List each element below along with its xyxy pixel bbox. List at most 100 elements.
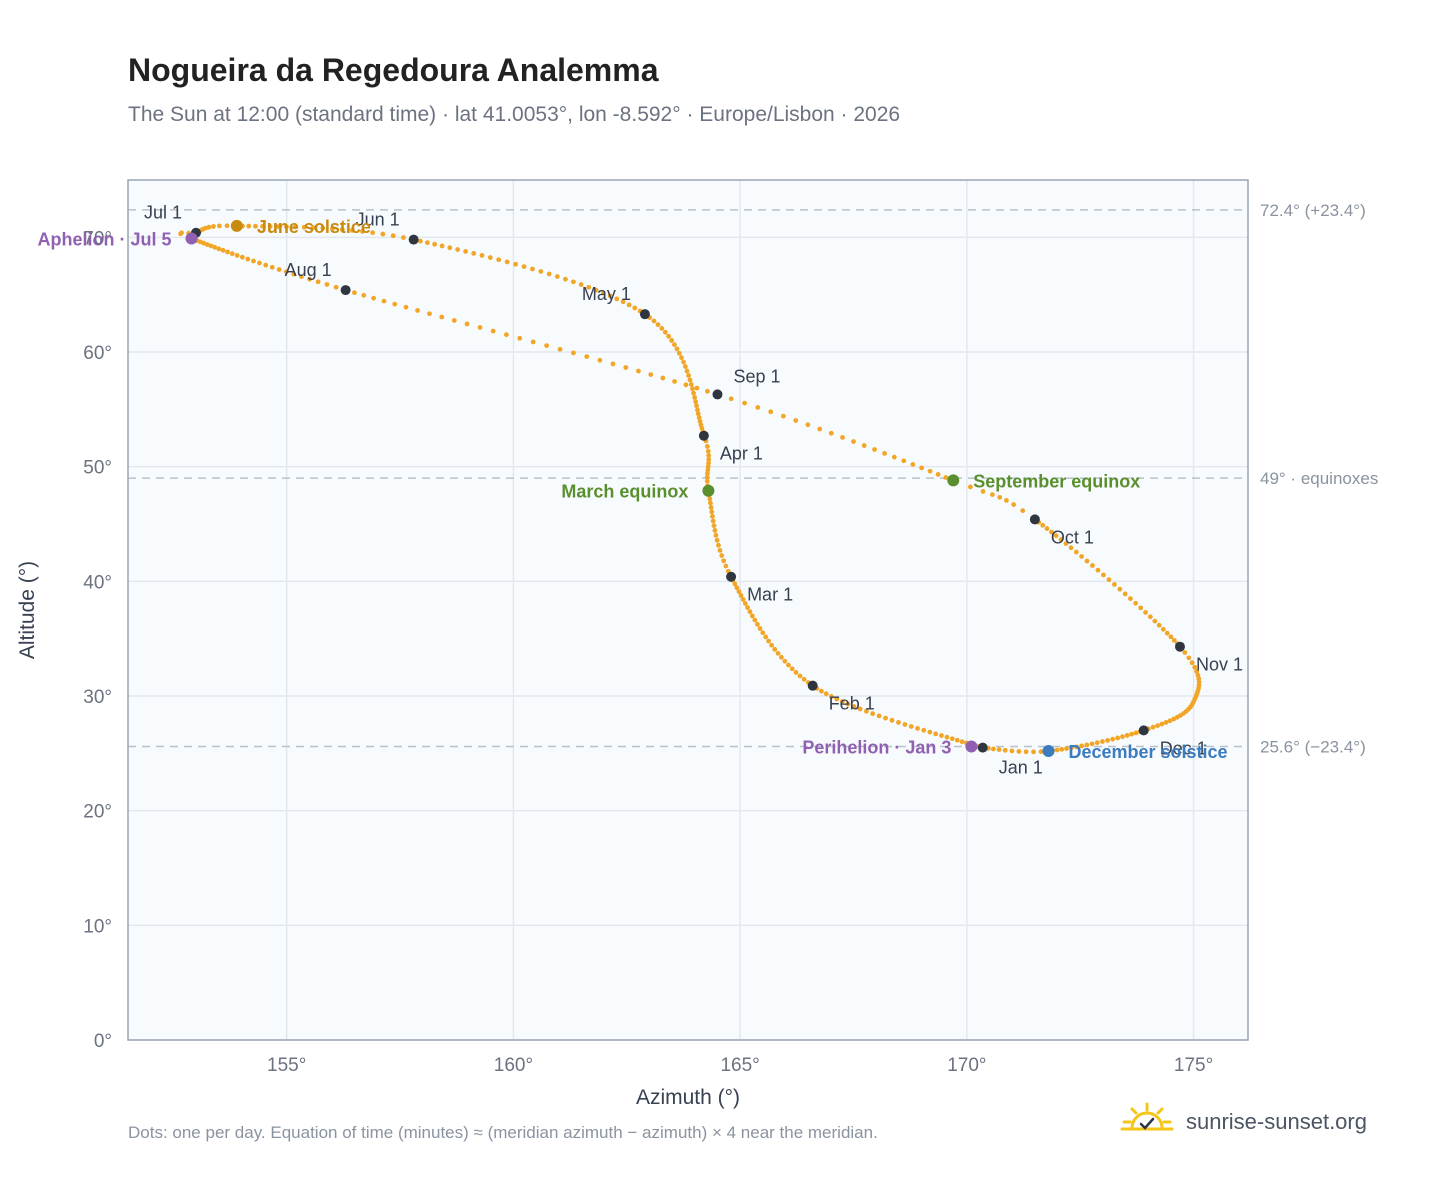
daily-sun-dot: [778, 654, 784, 660]
month-marker-label: Jun 1: [356, 210, 400, 230]
daily-sun-dot: [546, 271, 552, 277]
daily-sun-dot: [299, 274, 304, 280]
daily-sun-dot: [1011, 502, 1017, 507]
daily-sun-dot: [530, 339, 536, 345]
daily-sun-dot: [672, 342, 677, 348]
daily-sun-dot: [749, 613, 755, 619]
special-point-dot: [965, 740, 978, 753]
daily-sun-dot: [477, 325, 483, 330]
daily-sun-dot: [471, 251, 477, 256]
reference-lines: 72.4° (+23.4°) 49° · equinoxes 25.6° (−23.…: [128, 201, 1378, 756]
daily-sun-dot: [709, 509, 715, 515]
daily-sun-dot: [901, 458, 907, 464]
daily-sun-dot: [840, 435, 845, 440]
daily-sun-dot: [694, 385, 700, 391]
daily-sun-dot: [755, 405, 761, 410]
daily-sun-dot: [908, 724, 914, 729]
daily-sun-dot: [921, 727, 927, 733]
brand-logo[interactable]: sunrise-sunset.org: [1120, 1102, 1367, 1141]
daily-sun-dot: [1182, 650, 1188, 655]
daily-sun-dot: [490, 328, 496, 334]
daily-sun-dot: [732, 581, 738, 587]
daily-sun-dot: [1084, 742, 1090, 748]
daily-sun-dot: [706, 453, 712, 459]
daily-sun-dot: [755, 621, 760, 627]
daily-sun-dot: [789, 666, 795, 672]
daily-sun-dot: [504, 259, 510, 265]
daily-sun-dot: [234, 252, 240, 258]
daily-sun-dot: [742, 601, 748, 606]
daily-sun-dot: [1171, 716, 1177, 722]
daily-sun-dot: [882, 450, 887, 456]
daily-sun-dot: [1133, 730, 1139, 736]
y-tick-label: 0°: [94, 1031, 112, 1052]
daily-sun-dot: [989, 492, 995, 498]
month-marker-label: May 1: [582, 284, 631, 304]
daily-sun-dot: [610, 361, 616, 367]
daily-sun-dot: [517, 335, 523, 341]
daily-sun-dot: [933, 731, 939, 737]
daily-sun-dot: [688, 382, 694, 387]
daily-sun-dot: [980, 489, 986, 494]
y-tick-label: 30°: [83, 687, 112, 708]
month-marker-dot: [340, 285, 351, 296]
month-marker-dot: [807, 680, 818, 691]
daily-sun-dot: [687, 377, 693, 383]
daily-sun-dot: [439, 243, 445, 249]
daily-sun-dot: [220, 247, 226, 253]
daily-sun-dot: [805, 422, 811, 428]
daily-sun-dot: [284, 224, 289, 230]
daily-sun-dot: [349, 227, 355, 233]
daily-sun-dot: [1143, 609, 1148, 615]
daily-sun-dot: [455, 247, 461, 252]
special-point-label: June solstice: [257, 217, 371, 237]
daily-sun-dot: [212, 244, 218, 250]
brand-text[interactable]: sunrise-sunset.org: [1186, 1108, 1367, 1134]
daily-sun-dot: [828, 430, 834, 436]
daily-sun-dot: [260, 223, 266, 229]
daily-sun-dot: [1095, 567, 1101, 573]
daily-sun-dot: [682, 364, 688, 369]
chart-title: Nogueira da Regedoura Analemma: [128, 52, 659, 88]
daily-sun-dot: [851, 439, 856, 444]
daily-sun-dot: [251, 258, 256, 264]
daily-sun-dot: [1150, 724, 1156, 730]
daily-sun-dot: [927, 468, 933, 474]
daily-sun-dot: [710, 513, 715, 519]
daily-sun-dot: [1004, 497, 1009, 503]
daily-sun-dot: [538, 269, 544, 274]
daily-sun-dot: [447, 245, 453, 251]
daily-sun-dot: [691, 390, 696, 396]
daily-sun-dot: [659, 326, 665, 331]
daily-sun-dot: [695, 407, 700, 413]
month-marker-dot: [698, 430, 709, 441]
daily-sun-dot: [752, 617, 758, 623]
daily-sun-dot: [283, 269, 289, 275]
month-marker-dot: [1174, 641, 1185, 652]
daily-sun-dot: [705, 470, 710, 476]
daily-sun-dot: [712, 528, 718, 533]
month-marker-label: Dec 1: [1160, 738, 1207, 758]
daily-sun-dot: [954, 737, 960, 743]
daily-sun-dot: [623, 365, 629, 370]
daily-sun-dot: [253, 223, 258, 229]
month-marker-label: Apr 1: [720, 444, 763, 464]
daily-sun-dot: [902, 722, 908, 727]
axes: 155° 160° 165° 170° 175° 0° 10° 20° 30° 40° 50° 60°…: [83, 228, 1213, 1076]
daily-sun-dot: [1094, 740, 1100, 746]
daily-sun-dot: [1002, 747, 1008, 753]
daily-sun-dot: [432, 241, 438, 247]
daily-sun-dot: [710, 518, 716, 524]
daily-sun-dot: [216, 223, 222, 229]
daily-sun-dot: [1079, 743, 1085, 749]
daily-sun-dot: [775, 650, 781, 656]
special-point-label: September equinox: [973, 471, 1140, 491]
daily-sun-dot: [597, 357, 603, 363]
daily-sun-dot: [997, 494, 1003, 500]
daily-sun-dot: [1194, 668, 1200, 674]
daily-sun-dot: [178, 231, 184, 237]
daily-sun-dot: [662, 329, 668, 335]
daily-sun-dot: [361, 292, 367, 298]
daily-sun-dot: [301, 224, 307, 230]
daily-sun-dot: [679, 355, 684, 361]
